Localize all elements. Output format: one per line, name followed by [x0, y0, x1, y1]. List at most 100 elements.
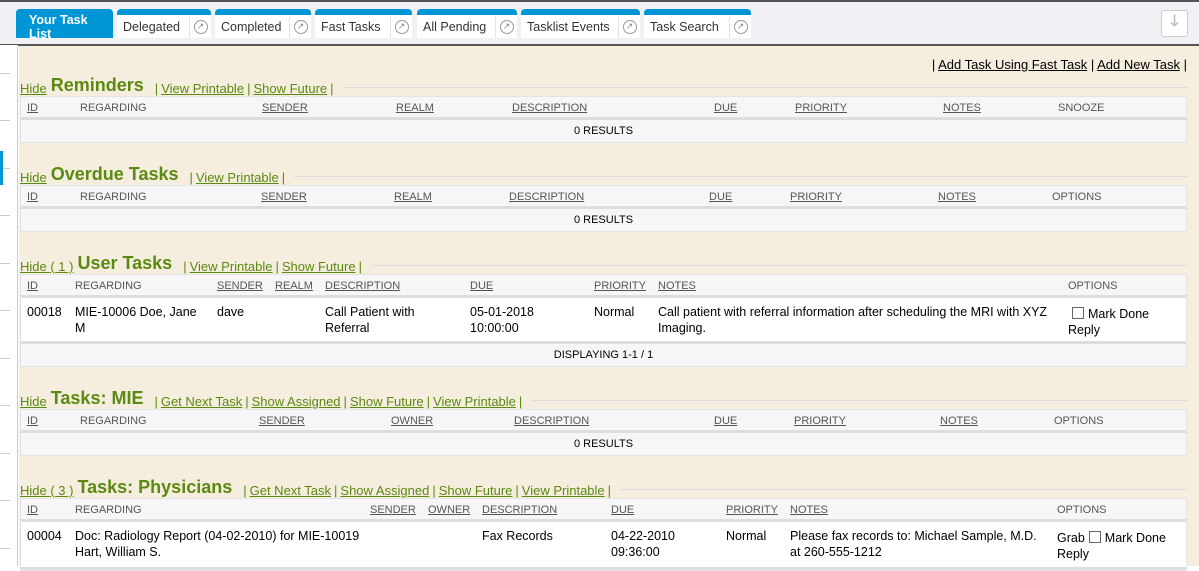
task-table: ID REGARDING SENDER REALM DESCRIPTION DUE PRIO…: [20, 274, 1187, 367]
view-printable-link[interactable]: View Printable: [195, 170, 279, 185]
show-assigned-link[interactable]: Show Assigned: [251, 394, 341, 409]
show-future-link[interactable]: Show Future: [349, 394, 424, 409]
open-in-new-button[interactable]: ↗: [618, 15, 640, 38]
column-header-priority[interactable]: PRIORITY: [795, 102, 847, 114]
tab-task-search[interactable]: Task Search ↗: [644, 9, 751, 38]
tab-your-task-list[interactable]: Your Task List: [16, 9, 113, 41]
hide-link[interactable]: Hide: [20, 81, 47, 96]
column-header-owner[interactable]: OWNER: [391, 415, 434, 427]
column-header-sender[interactable]: SENDER: [262, 102, 308, 114]
column-header-realm[interactable]: REALM: [275, 280, 313, 292]
column-header-options: OPTIONS: [1052, 191, 1102, 203]
column-header-due[interactable]: DUE: [611, 504, 635, 516]
get-next-task-link[interactable]: Get Next Task: [249, 483, 332, 498]
grab-link[interactable]: Grab: [1057, 531, 1085, 545]
open-in-new-button[interactable]: ↗: [495, 15, 517, 38]
column-header-priority[interactable]: PRIORITY: [726, 504, 778, 516]
view-printable-link[interactable]: View Printable: [521, 483, 605, 498]
mark-done-label: Mark Done: [1088, 307, 1150, 321]
download-button[interactable]: 🡓: [1161, 10, 1188, 37]
column-header-owner[interactable]: OWNER: [428, 504, 471, 516]
hide-link[interactable]: Hide ( 3 ): [20, 483, 74, 498]
tab-fast-tasks[interactable]: Fast Tasks ↗: [315, 9, 412, 38]
column-header-regarding: REGARDING: [80, 102, 147, 114]
column-header-notes[interactable]: NOTES: [940, 415, 978, 427]
column-header-sender[interactable]: SENDER: [370, 504, 416, 516]
task-table: ID REGARDING SENDER OWNER DESCRIPTION DUE PRIO…: [20, 498, 1187, 571]
reply-link[interactable]: Reply: [1068, 323, 1100, 337]
tab-label: Delegated: [123, 19, 180, 34]
show-future-link[interactable]: Show Future: [253, 81, 328, 96]
column-header-description[interactable]: DESCRIPTION: [514, 415, 590, 427]
open-in-new-button[interactable]: ↗: [390, 15, 412, 38]
reply-link[interactable]: Reply: [1057, 547, 1089, 561]
column-header-description[interactable]: DESCRIPTION: [482, 504, 558, 516]
view-printable-link[interactable]: View Printable: [189, 259, 273, 274]
mark-done-checkbox[interactable]: [1088, 531, 1101, 543]
column-header-notes[interactable]: NOTES: [938, 191, 976, 203]
tab-tasklist-events[interactable]: Tasklist Events ↗: [521, 9, 640, 38]
table-header: ID REGARDING SENDER REALM DESCRIPTION DUE PRIO…: [21, 186, 1186, 209]
column-header-options: OPTIONS: [1057, 504, 1107, 516]
column-header-due[interactable]: DUE: [714, 102, 738, 114]
column-header-description[interactable]: DESCRIPTION: [325, 280, 401, 292]
tab-delegated[interactable]: Delegated ↗: [117, 9, 211, 38]
cell-due: 04-22-2010 09:36:00: [611, 529, 675, 559]
column-header-id[interactable]: ID: [27, 504, 38, 516]
add-fast-task-link[interactable]: Add Task Using Fast Task: [938, 57, 1088, 72]
column-header-id[interactable]: ID: [27, 191, 38, 203]
column-header-notes[interactable]: NOTES: [790, 504, 828, 516]
column-header-due[interactable]: DUE: [470, 280, 494, 292]
hide-link[interactable]: Hide: [20, 170, 47, 185]
add-new-task-link[interactable]: Add New Task: [1097, 57, 1180, 72]
column-header-notes[interactable]: NOTES: [943, 102, 981, 114]
arrow-down-icon: 🡓: [1170, 13, 1179, 30]
open-in-new-button[interactable]: ↗: [189, 15, 211, 38]
column-header-options: OPTIONS: [1068, 280, 1118, 292]
column-header-realm[interactable]: REALM: [394, 191, 432, 203]
task-table: ID REGARDING SENDER OWNER DESCRIPTION DUE PRIO…: [20, 409, 1187, 456]
column-header-id[interactable]: ID: [27, 415, 38, 427]
column-header-options: OPTIONS: [1054, 415, 1104, 427]
open-in-new-button[interactable]: ↗: [729, 15, 751, 38]
hide-link[interactable]: Hide: [20, 394, 47, 409]
column-header-id[interactable]: ID: [27, 280, 38, 292]
get-next-task-link[interactable]: Get Next Task: [160, 394, 243, 409]
view-printable-link[interactable]: View Printable: [433, 394, 516, 409]
tab-all-pending[interactable]: All Pending ↗: [417, 9, 517, 38]
tab-completed[interactable]: Completed ↗: [215, 9, 311, 38]
column-header-priority[interactable]: PRIORITY: [594, 280, 646, 292]
column-header-due[interactable]: DUE: [709, 191, 733, 203]
section-header: Hide Overdue Tasks | View Printable |: [20, 163, 1187, 185]
section-title: Reminders: [50, 75, 144, 95]
cell-priority: Normal: [726, 529, 767, 543]
hide-link[interactable]: Hide ( 1 ): [20, 259, 74, 274]
column-header-sender[interactable]: SENDER: [259, 415, 305, 427]
table-header: ID REGARDING SENDER REALM DESCRIPTION DUE PRIO…: [21, 275, 1186, 298]
open-in-new-button[interactable]: ↗: [289, 15, 311, 38]
show-future-link[interactable]: Show Future: [281, 259, 356, 274]
view-printable-link[interactable]: View Printable: [161, 81, 245, 96]
column-header-priority[interactable]: PRIORITY: [794, 415, 846, 427]
column-header-priority[interactable]: PRIORITY: [790, 191, 842, 203]
show-future-link[interactable]: Show Future: [438, 483, 513, 498]
results-footer: DISPLAYING 1-1 / 1: [553, 349, 654, 361]
column-header-notes[interactable]: NOTES: [658, 280, 696, 292]
column-header-description[interactable]: DESCRIPTION: [512, 102, 588, 114]
column-header-sender[interactable]: SENDER: [261, 191, 307, 203]
column-header-description[interactable]: DESCRIPTION: [509, 191, 585, 203]
column-header-due[interactable]: DUE: [714, 415, 738, 427]
results-footer: 0 RESULTS: [573, 438, 634, 450]
external-link-icon: ↗: [622, 19, 637, 34]
section-header: Hide ( 1 ) User Tasks | View Printable | Show…: [20, 252, 1187, 274]
options-cell: Grab Mark Done Reply: [1057, 530, 1166, 562]
column-header-snooze: SNOOZE: [1058, 102, 1105, 114]
column-header-realm[interactable]: REALM: [396, 102, 434, 114]
column-header-sender[interactable]: SENDER: [217, 280, 263, 292]
column-header-id[interactable]: ID: [27, 102, 38, 114]
task-table: ID REGARDING SENDER REALM DESCRIPTION DUE PRIO…: [20, 185, 1187, 232]
column-header-regarding: REGARDING: [75, 504, 142, 516]
mark-done-checkbox[interactable]: [1072, 307, 1084, 319]
show-assigned-link[interactable]: Show Assigned: [340, 483, 430, 498]
cell-regarding: MIE-10006 Doe, Jane M: [75, 305, 197, 335]
